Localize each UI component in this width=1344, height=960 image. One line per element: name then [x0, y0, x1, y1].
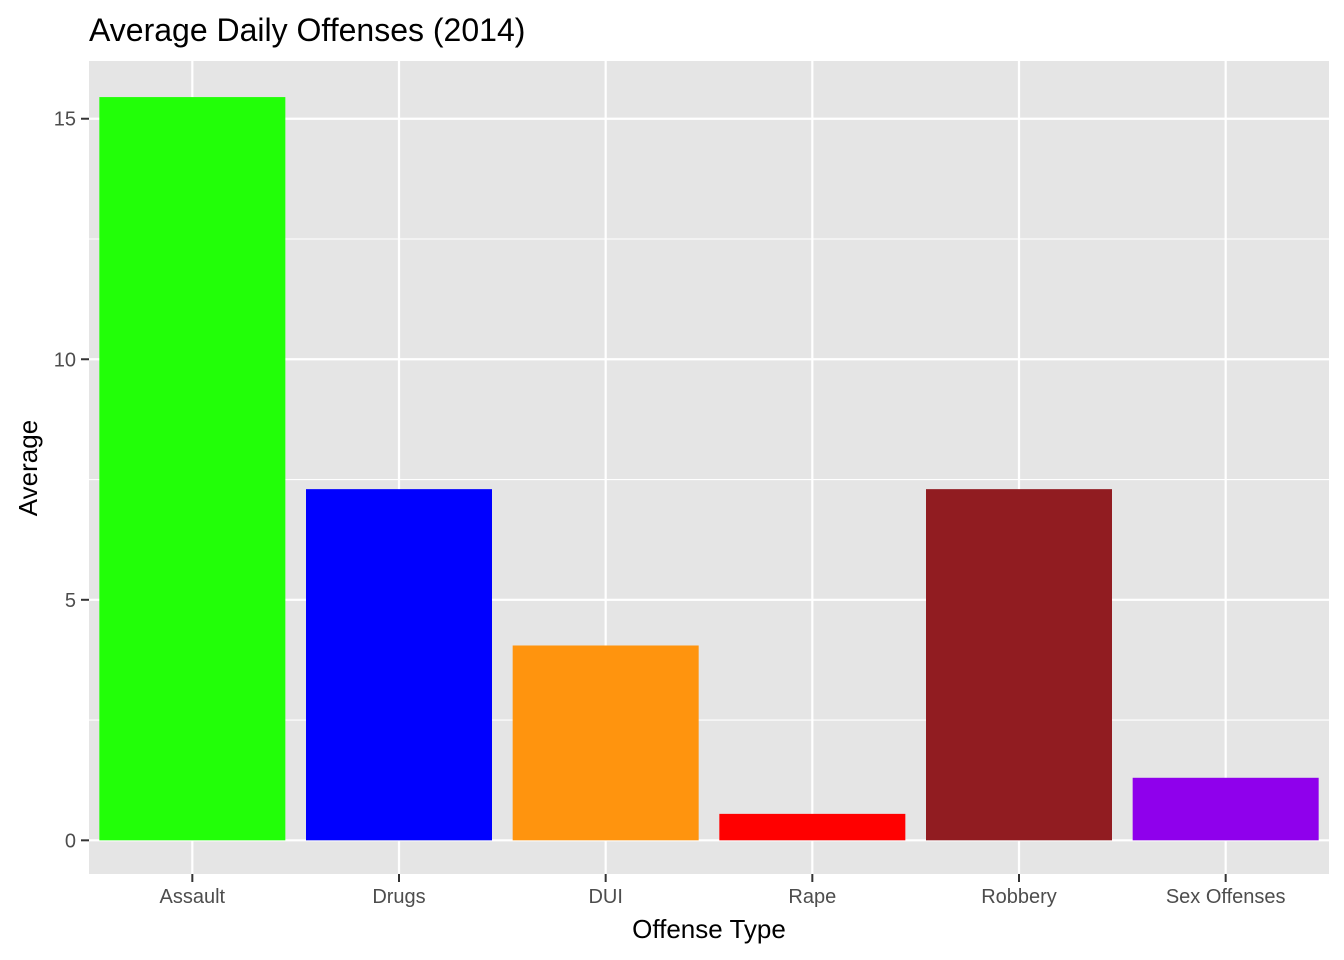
bar-drugs [306, 489, 492, 841]
bar-layer [99, 97, 1319, 841]
x-tick-label: DUI [588, 886, 622, 908]
bar-assault [99, 97, 286, 841]
y-tick-label: 15 [54, 109, 76, 131]
x-tick-label: Assault [160, 886, 226, 908]
axis-layer: 0 5 10 15 Assault Drugs DUI Rape Robbery Sex Offe… [54, 109, 1286, 908]
bar-dui [512, 645, 699, 841]
bar-rape [719, 813, 906, 841]
bar-robbery [926, 489, 1112, 841]
x-tick-label: Robbery [981, 886, 1057, 908]
bar-sex-offenses [1132, 777, 1319, 841]
x-tick-label: Drugs [372, 886, 425, 908]
y-axis-title: Average [13, 420, 43, 516]
x-tick-label: Sex Offenses [1166, 886, 1286, 908]
x-axis-title: Offense Type [632, 914, 786, 944]
y-tick-label: 10 [54, 349, 76, 371]
x-tick-label: Rape [788, 886, 836, 908]
y-tick-label: 5 [65, 590, 76, 612]
y-tick-label: 0 [65, 830, 76, 852]
chart-title: Average Daily Offenses (2014) [89, 12, 525, 48]
plot-panel [89, 61, 1329, 874]
